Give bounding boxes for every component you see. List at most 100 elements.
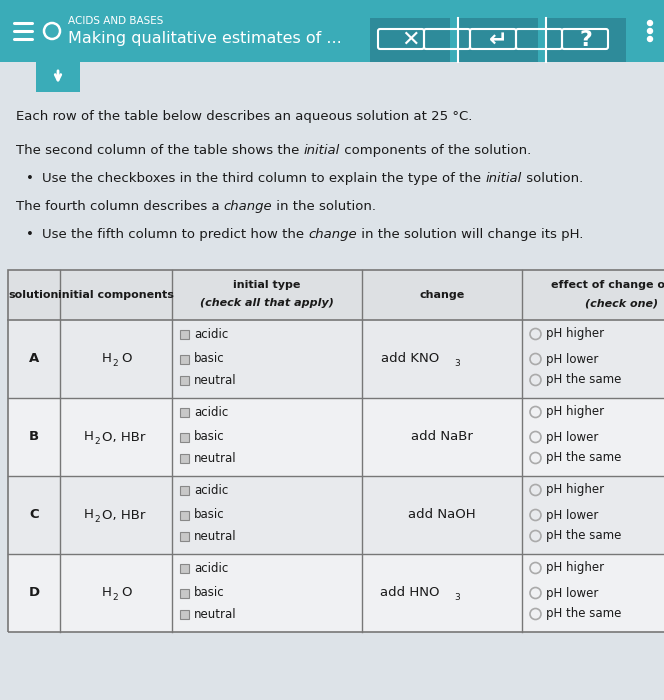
Text: basic: basic: [194, 508, 224, 522]
Bar: [180, 433, 189, 442]
Text: initial type: initial type: [233, 280, 301, 290]
Text: solution: solution: [9, 290, 59, 300]
Bar: [8, 270, 664, 632]
Text: basic: basic: [194, 353, 224, 365]
Text: initial components: initial components: [58, 290, 174, 300]
Text: D: D: [29, 587, 40, 599]
Text: initial: initial: [485, 172, 522, 185]
Text: add NaOH: add NaOH: [408, 508, 476, 522]
Text: pH lower: pH lower: [546, 508, 598, 522]
Text: The second column of the table shows the: The second column of the table shows the: [16, 144, 303, 157]
Text: H: H: [102, 587, 112, 599]
Circle shape: [647, 29, 653, 34]
Text: neutral: neutral: [194, 608, 236, 620]
Text: ?: ?: [580, 30, 592, 50]
Text: pH lower: pH lower: [546, 587, 598, 599]
Text: 2: 2: [112, 592, 118, 601]
Bar: [8, 554, 664, 632]
Bar: [180, 531, 189, 540]
Text: •: •: [26, 228, 34, 241]
Text: H: H: [84, 430, 94, 444]
Text: pH lower: pH lower: [546, 430, 598, 444]
Text: add HNO: add HNO: [380, 587, 439, 599]
Bar: [180, 564, 189, 573]
Text: pH the same: pH the same: [546, 452, 622, 465]
Text: pH the same: pH the same: [546, 608, 622, 620]
Bar: [8, 398, 664, 476]
Bar: [180, 610, 189, 619]
Text: in the solution.: in the solution.: [272, 200, 376, 213]
Text: The fourth column describes a: The fourth column describes a: [16, 200, 224, 213]
Text: neutral: neutral: [194, 452, 236, 465]
Bar: [8, 270, 664, 320]
Bar: [180, 354, 189, 363]
Text: ACIDS AND BASES: ACIDS AND BASES: [68, 16, 163, 26]
Bar: [0, 0, 664, 62]
Text: add NaBr: add NaBr: [411, 430, 473, 444]
Text: Each row of the table below describes an aqueous solution at 25 °C.: Each row of the table below describes an…: [16, 110, 472, 123]
Text: acidic: acidic: [194, 484, 228, 496]
Text: pH higher: pH higher: [546, 405, 604, 419]
Text: effect of change on pH: effect of change on pH: [550, 280, 664, 290]
Text: pH the same: pH the same: [546, 374, 622, 386]
Text: basic: basic: [194, 587, 224, 599]
Text: •: •: [26, 172, 34, 185]
Text: Making qualitative estimates of ...: Making qualitative estimates of ...: [68, 32, 342, 46]
Text: components of the solution.: components of the solution.: [340, 144, 531, 157]
Bar: [8, 270, 664, 632]
Text: initial: initial: [303, 144, 340, 157]
Text: H: H: [102, 353, 112, 365]
Text: acidic: acidic: [194, 561, 228, 575]
Text: neutral: neutral: [194, 374, 236, 386]
Text: basic: basic: [194, 430, 224, 444]
Text: pH the same: pH the same: [546, 529, 622, 542]
Text: pH higher: pH higher: [546, 561, 604, 575]
Text: pH higher: pH higher: [546, 328, 604, 340]
Text: 2: 2: [94, 437, 100, 445]
Bar: [180, 510, 189, 519]
Text: O, HBr: O, HBr: [102, 508, 145, 522]
Text: pH lower: pH lower: [546, 353, 598, 365]
Text: 2: 2: [112, 358, 118, 368]
Text: pH higher: pH higher: [546, 484, 604, 496]
Text: (check one): (check one): [586, 298, 659, 308]
Bar: [8, 320, 664, 398]
Bar: [180, 486, 189, 494]
Text: change: change: [308, 228, 357, 241]
Bar: [370, 18, 450, 62]
Text: neutral: neutral: [194, 529, 236, 542]
Text: add KNO: add KNO: [380, 353, 439, 365]
Text: 2: 2: [94, 514, 100, 524]
Bar: [546, 18, 626, 62]
Text: 3: 3: [454, 592, 460, 601]
Text: change: change: [224, 200, 272, 213]
Text: A: A: [29, 353, 39, 365]
Bar: [180, 330, 189, 339]
Text: in the solution will change its pH.: in the solution will change its pH.: [357, 228, 584, 241]
Text: 3: 3: [454, 358, 460, 368]
Bar: [36, 62, 80, 92]
Text: Use the checkboxes in the third column to explain the type of the: Use the checkboxes in the third column t…: [42, 172, 485, 185]
Bar: [180, 589, 189, 598]
Bar: [8, 476, 664, 554]
Text: O, HBr: O, HBr: [102, 430, 145, 444]
Text: acidic: acidic: [194, 405, 228, 419]
Text: O: O: [121, 353, 131, 365]
Text: acidic: acidic: [194, 328, 228, 340]
Circle shape: [647, 20, 653, 25]
Circle shape: [647, 36, 653, 41]
Text: (check all that apply): (check all that apply): [200, 298, 334, 308]
Text: ✕: ✕: [400, 30, 419, 50]
Text: change: change: [420, 290, 465, 300]
Text: ↵: ↵: [489, 30, 507, 50]
Bar: [180, 407, 189, 416]
Bar: [458, 18, 538, 62]
Bar: [180, 454, 189, 463]
Text: B: B: [29, 430, 39, 444]
Text: H: H: [84, 508, 94, 522]
Text: O: O: [121, 587, 131, 599]
Text: solution.: solution.: [522, 172, 583, 185]
Bar: [180, 375, 189, 384]
Text: Use the fifth column to predict how the: Use the fifth column to predict how the: [42, 228, 308, 241]
Text: C: C: [29, 508, 39, 522]
